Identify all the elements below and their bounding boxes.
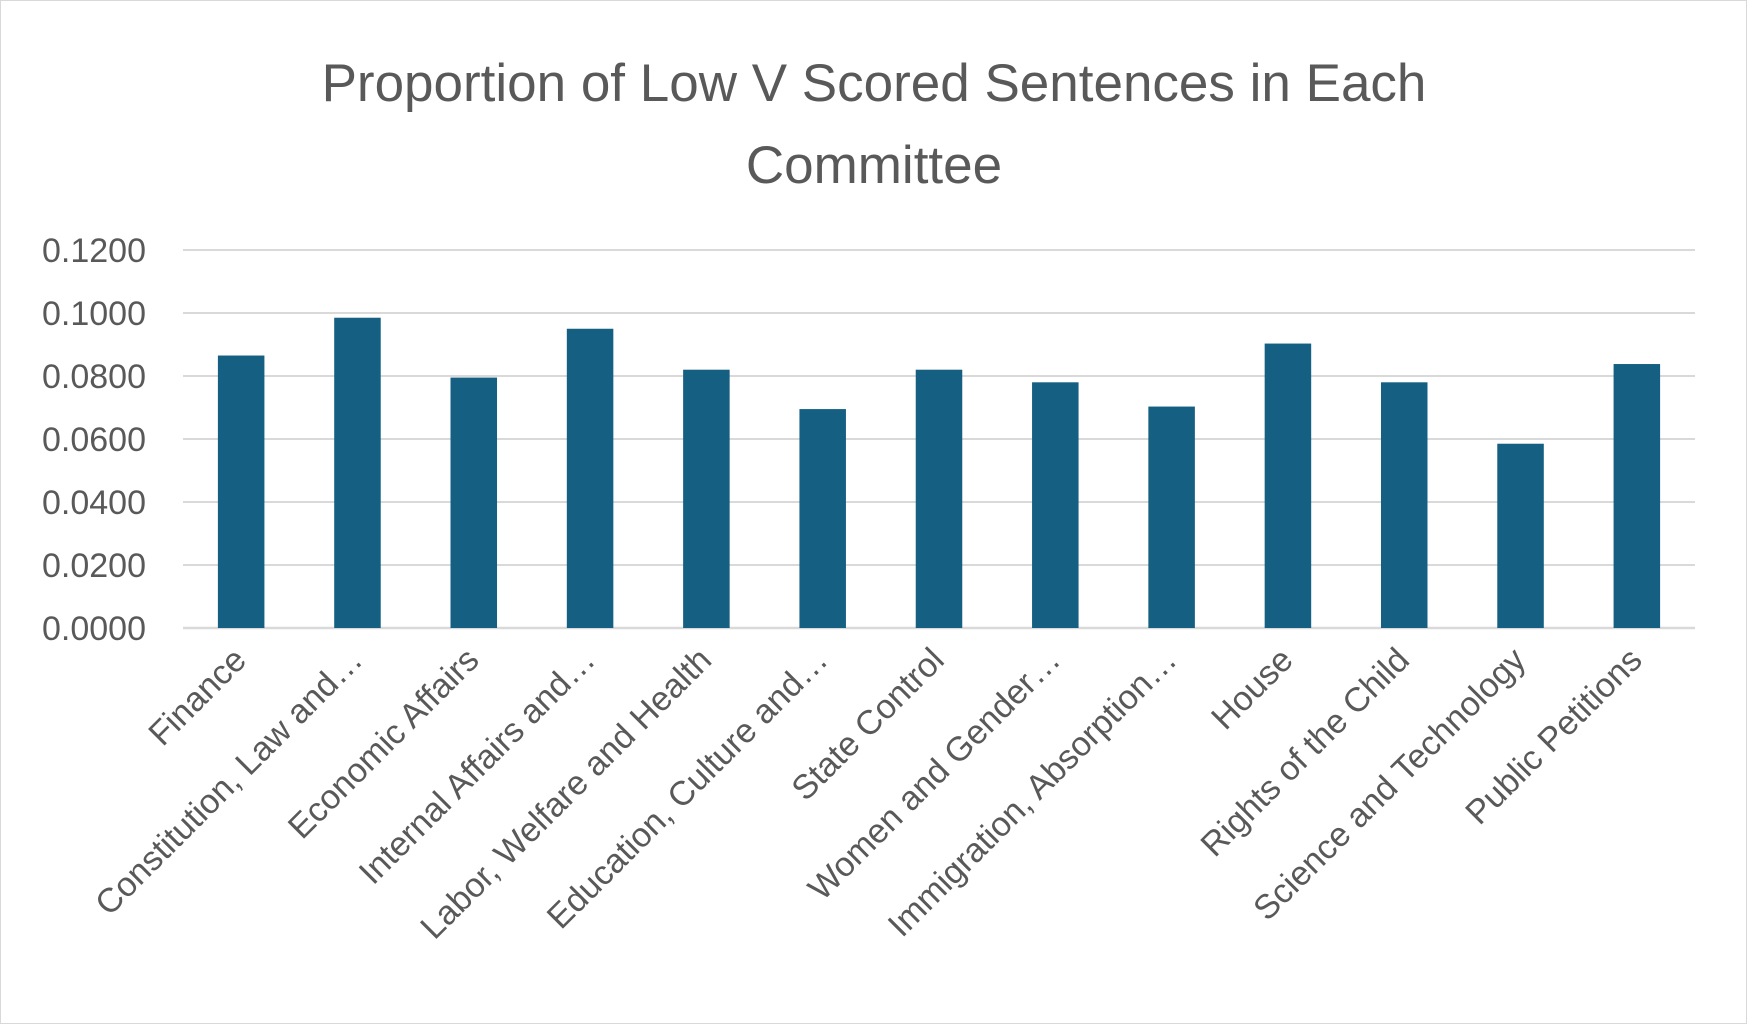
bars [217, 317, 1661, 628]
bar [450, 377, 498, 628]
bar [1264, 343, 1312, 628]
bar [566, 328, 614, 628]
bar [915, 369, 963, 628]
bar [1032, 382, 1079, 628]
y-tick-label: 0.0400 [42, 484, 146, 522]
bar [1148, 406, 1195, 628]
y-tick-label: 0.0600 [42, 421, 146, 459]
x-category-label: Finance [141, 641, 253, 753]
bar [1613, 364, 1661, 628]
bar [217, 355, 265, 628]
x-category-label: Rights of the Child [1194, 641, 1417, 864]
y-tick-label: 0.1000 [42, 295, 146, 333]
y-axis-tick-labels: 0.0000 0.0200 0.0400 0.0600 0.0800 0.1000 0.12… [42, 232, 146, 648]
bar [1497, 443, 1544, 628]
x-category-label: House [1204, 641, 1300, 737]
y-tick-label: 0.0000 [42, 610, 146, 648]
y-tick-label: 0.0800 [42, 358, 146, 396]
bar [683, 369, 730, 628]
y-tick-label: 0.0200 [42, 547, 146, 585]
bar [1380, 382, 1428, 628]
bar [799, 409, 846, 628]
y-tick-label: 0.1200 [42, 232, 146, 270]
bar [334, 317, 381, 628]
x-category-label: Internal Affairs and… [352, 641, 603, 892]
chart-title: Proportion of Low V Scored Sentences in … [321, 54, 1427, 195]
